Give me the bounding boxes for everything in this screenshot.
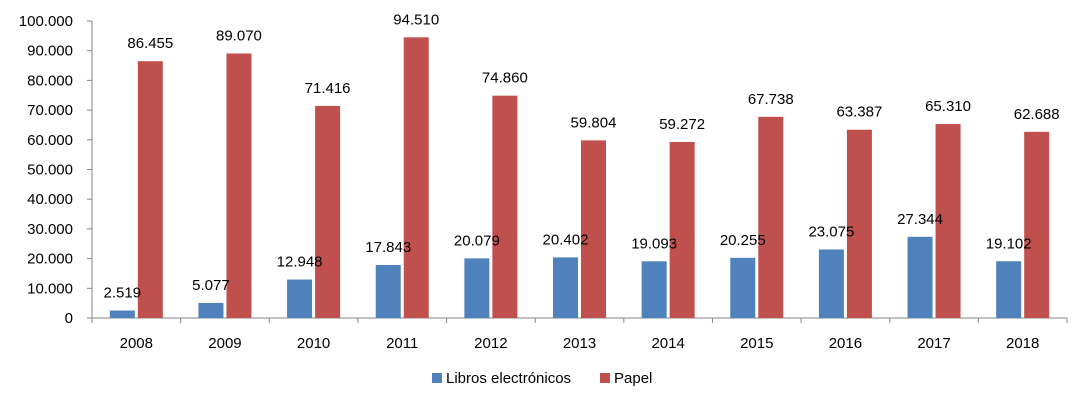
- y-tick-label: 0: [65, 310, 73, 327]
- data-label: 2.519: [104, 285, 142, 302]
- x-tick-label: 2011: [386, 335, 418, 352]
- data-label: 62.688: [1014, 106, 1060, 123]
- bar-libros-electronicos: [730, 257, 756, 318]
- bar-papel: [1024, 131, 1050, 318]
- bar-papel: [403, 37, 429, 319]
- bar-libros-electronicos: [375, 265, 401, 318]
- data-label: 74.860: [482, 70, 528, 87]
- y-tick-label: 100.000: [19, 13, 73, 30]
- bar-papel: [137, 61, 163, 319]
- data-label: 19.093: [631, 235, 677, 252]
- data-label: 20.079: [454, 232, 500, 249]
- bar-libros-electronicos: [198, 302, 224, 318]
- bar-papel: [226, 53, 252, 319]
- data-label: 20.402: [543, 231, 589, 248]
- bars: [109, 37, 1050, 319]
- bar-libros-electronicos: [553, 257, 578, 318]
- data-label: 5.077: [192, 277, 230, 294]
- legend-swatch: [432, 373, 442, 383]
- bar-papel: [581, 140, 606, 318]
- data-label: 19.102: [986, 235, 1032, 252]
- data-label: 63.387: [836, 104, 882, 121]
- data-label: 20.255: [720, 232, 766, 249]
- data-label: 65.310: [925, 98, 971, 115]
- x-tick-label: 2017: [917, 335, 950, 352]
- data-label: 17.843: [365, 239, 411, 256]
- y-tick-label: 90.000: [27, 43, 73, 60]
- y-tick-label: 10.000: [27, 280, 73, 297]
- bar-libros-electronicos: [109, 310, 135, 318]
- bar-papel: [315, 105, 341, 319]
- bar-libros-electronicos: [907, 236, 933, 318]
- x-tick-label: 2010: [297, 335, 330, 352]
- data-label: 59.804: [571, 114, 617, 131]
- data-label: 23.075: [808, 223, 854, 240]
- y-tick-label: 60.000: [27, 132, 73, 149]
- legend-swatch: [600, 373, 610, 383]
- x-tick-label: 2015: [740, 335, 773, 352]
- x-tick-label: 2014: [651, 335, 684, 352]
- y-tick-label: 80.000: [27, 72, 73, 89]
- data-labels: 2.519 5.077 12.948 17.843 20.079 20.402 19.093…: [104, 11, 1060, 301]
- data-label: 67.738: [748, 91, 794, 108]
- y-tick-label: 50.000: [27, 162, 73, 179]
- axes: 0 10.000 20.000 30.000 40.000 50.000 60.000 70.…: [19, 13, 1068, 352]
- x-tick-label: 2018: [1006, 335, 1039, 352]
- x-tick-label: 2012: [474, 335, 507, 352]
- bar-libros-electronicos: [996, 261, 1022, 318]
- data-label: 27.344: [897, 211, 943, 228]
- data-label: 86.455: [127, 35, 173, 52]
- data-label: 59.272: [659, 116, 705, 133]
- x-tick-label: 2008: [120, 335, 153, 352]
- bar-papel: [492, 95, 518, 318]
- data-label: 12.948: [277, 254, 323, 271]
- bar-libros-electronicos: [641, 261, 667, 318]
- bar-libros-electronicos: [464, 258, 490, 318]
- data-label: 89.070: [216, 27, 262, 44]
- x-tick-label: 2013: [563, 335, 596, 352]
- bar-libros-electronicos: [287, 279, 313, 318]
- x-tick-label: 2009: [208, 335, 241, 352]
- bar-libros-electronicos: [818, 249, 844, 318]
- y-tick-label: 30.000: [27, 221, 73, 238]
- bar-papel: [935, 124, 961, 318]
- y-tick-label: 20.000: [27, 251, 73, 268]
- legend-label: Libros electrónicos: [446, 370, 571, 387]
- y-tick-label: 70.000: [27, 102, 73, 119]
- bar-papel: [669, 141, 695, 318]
- data-label: 71.416: [305, 80, 351, 97]
- x-tick-label: 2016: [829, 335, 862, 352]
- legend-label: Papel: [614, 370, 652, 387]
- legend: Libros electrónicos Papel: [432, 370, 652, 387]
- bar-papel: [758, 116, 784, 318]
- data-label: 94.510: [393, 11, 439, 28]
- y-tick-label: 40.000: [27, 191, 73, 208]
- bar-papel: [846, 129, 872, 318]
